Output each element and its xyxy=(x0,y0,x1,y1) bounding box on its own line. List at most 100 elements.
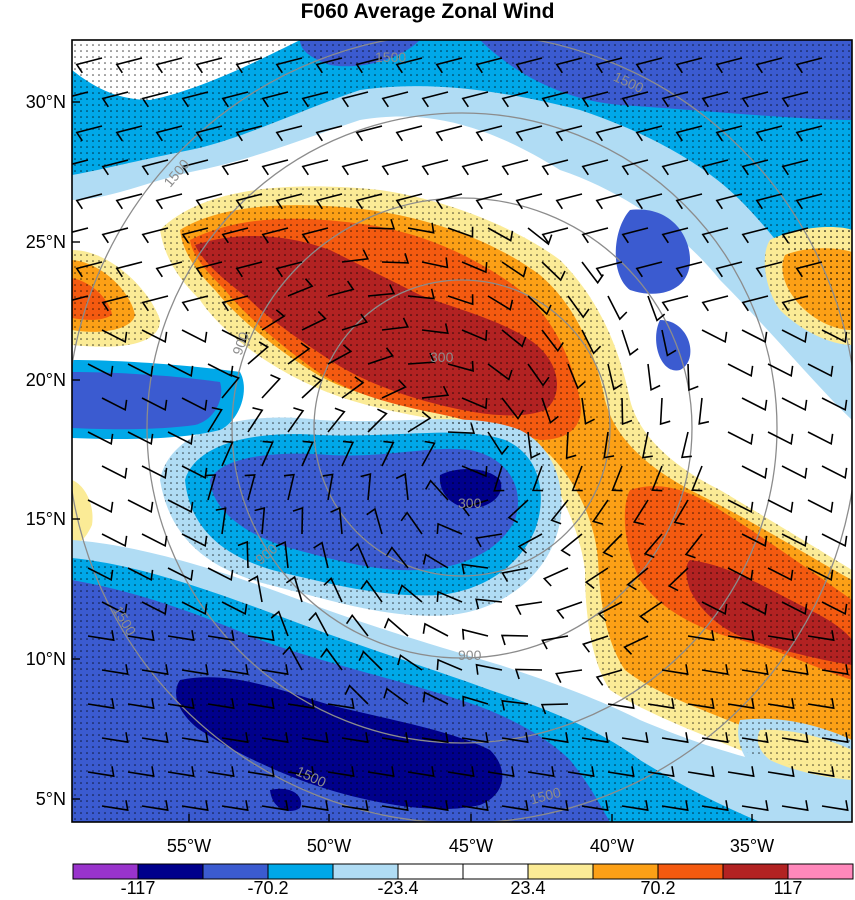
wind-barb xyxy=(261,159,289,176)
wind-barb xyxy=(287,342,311,365)
wind-barb xyxy=(407,288,435,300)
lat-label-20n: 20°N xyxy=(25,370,66,390)
wind-barb xyxy=(795,125,823,142)
wind-barb xyxy=(821,397,848,412)
wind-barb xyxy=(292,506,304,535)
wind-barb xyxy=(287,766,315,778)
wind-barb xyxy=(795,261,823,278)
wind-barb xyxy=(632,499,649,526)
wind-barb xyxy=(221,800,249,812)
wind-barb xyxy=(781,295,809,312)
map-title: F060 Average Zonal Wind xyxy=(300,0,555,23)
wind-barb xyxy=(727,431,754,446)
wind-barb xyxy=(435,57,463,74)
colorbar xyxy=(72,863,854,880)
wind-barb xyxy=(207,698,235,710)
wind-barb xyxy=(675,261,703,278)
wind-barb xyxy=(821,800,849,812)
wind-barb xyxy=(141,227,169,244)
wind-barb xyxy=(727,567,754,582)
wind-barb xyxy=(397,654,423,671)
colorbar-label: 70.2 xyxy=(640,878,676,898)
wind-barb xyxy=(221,159,249,176)
wind-barb xyxy=(821,465,848,480)
wind-barb xyxy=(436,658,463,671)
wind-barb xyxy=(355,57,383,74)
wind-barb xyxy=(75,57,103,74)
wind-barb xyxy=(72,159,89,165)
wind-barb xyxy=(358,650,383,671)
wind-barb xyxy=(461,732,489,744)
wind-barb xyxy=(461,261,488,274)
wind-barb xyxy=(141,91,169,108)
wind-barb xyxy=(607,766,635,778)
wind-barb xyxy=(727,766,755,778)
wind-barb xyxy=(661,159,689,176)
wind-barb xyxy=(283,473,295,501)
wind-barb xyxy=(155,261,183,278)
wind-barb xyxy=(701,227,729,244)
wind-barb xyxy=(341,159,369,176)
wind-barb xyxy=(698,397,710,425)
wind-barb xyxy=(181,397,208,412)
wind-barb xyxy=(595,261,623,278)
wind-barb xyxy=(247,341,270,365)
wind-barb xyxy=(367,347,394,365)
wind-barb xyxy=(647,766,675,778)
colorbar-label: 117 xyxy=(773,878,803,898)
wind-barb xyxy=(701,159,729,176)
wind-barb xyxy=(436,590,463,603)
wind-barb xyxy=(781,159,809,176)
wind-barb xyxy=(447,360,474,372)
wind-barb xyxy=(515,601,543,616)
wind-barb xyxy=(807,431,834,446)
wind-barb xyxy=(807,766,835,778)
wind-barb xyxy=(541,397,559,424)
wind-barb xyxy=(435,193,463,210)
wind-barb xyxy=(661,227,689,244)
wind-barb xyxy=(355,193,383,210)
wind-barb xyxy=(571,465,583,492)
ring-label: 1500 xyxy=(528,784,562,808)
wind-barb xyxy=(581,261,604,285)
wind-barb xyxy=(635,57,663,74)
wind-barb xyxy=(621,800,649,812)
wind-barb xyxy=(141,329,168,344)
lat-label-5n: 5°N xyxy=(35,789,66,809)
wind-barb xyxy=(308,611,329,637)
wind-barb xyxy=(821,329,848,344)
wind-barb xyxy=(595,57,623,74)
wind-barb xyxy=(301,310,327,331)
wind-barb xyxy=(395,125,423,142)
wind-barb xyxy=(275,193,303,210)
wind-barb xyxy=(341,800,369,812)
wind-barb xyxy=(741,601,768,616)
wind-barb xyxy=(115,193,143,210)
wind-barb xyxy=(501,732,529,744)
wind-barb xyxy=(366,507,383,535)
wind-barb xyxy=(247,766,275,778)
wind-barb xyxy=(407,411,432,433)
wind-barb xyxy=(141,664,169,676)
wind-barb xyxy=(207,630,235,642)
wind-barb xyxy=(540,703,569,715)
wind-barb xyxy=(555,125,583,142)
wind-barb xyxy=(287,407,305,433)
wind-barb xyxy=(643,533,663,559)
wind-barb xyxy=(741,800,769,812)
wind-barb xyxy=(320,647,343,671)
wind-barb xyxy=(767,363,794,378)
wind-barb xyxy=(181,295,209,312)
colorbar-swatch xyxy=(332,863,399,880)
wind-barb xyxy=(741,397,768,412)
colorbar-swatch xyxy=(72,863,139,880)
wind-barb xyxy=(501,91,529,108)
wind-barb xyxy=(381,800,409,812)
wind-barb xyxy=(527,227,553,246)
wind-barb xyxy=(673,499,689,526)
wind-barb xyxy=(195,193,223,210)
wind-barb xyxy=(821,664,849,676)
wind-barb xyxy=(461,329,488,342)
stipple-ne xyxy=(764,227,852,345)
wind-barb xyxy=(581,732,609,744)
